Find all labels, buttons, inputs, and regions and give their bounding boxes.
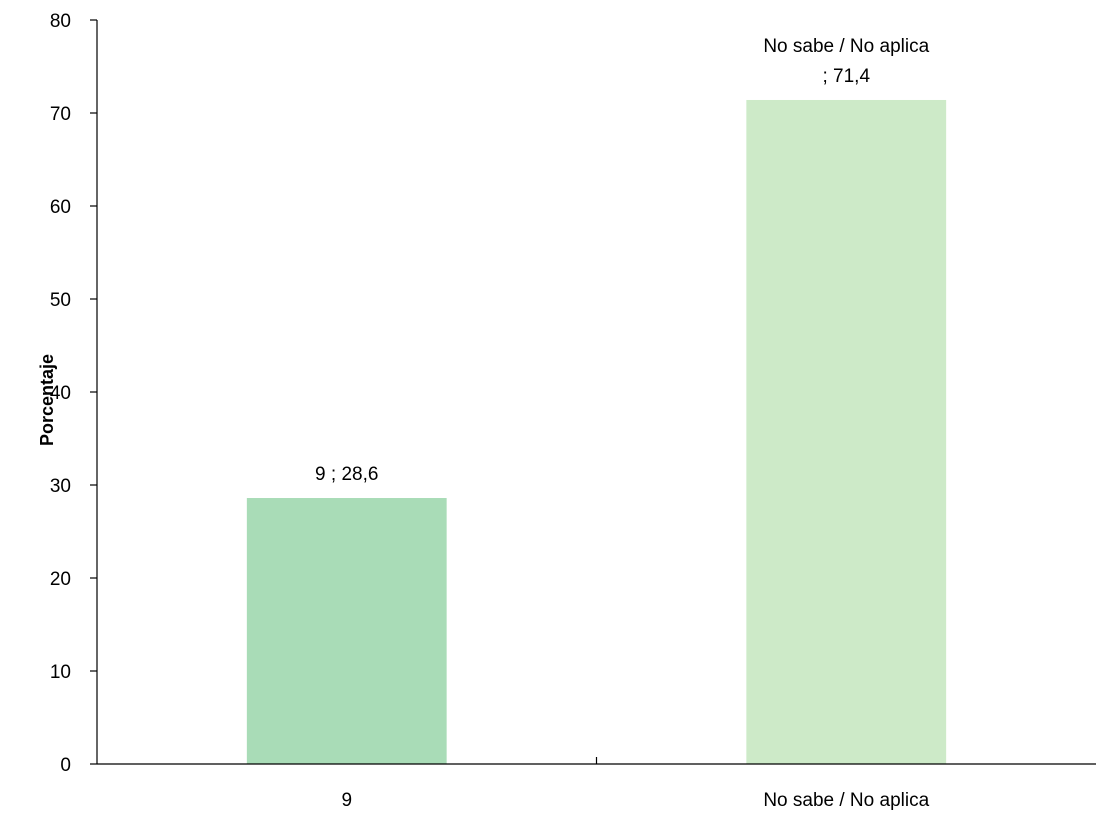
y-tick-label: 40 — [50, 383, 71, 404]
x-category-label: 9 — [341, 790, 352, 811]
y-tick-label: 60 — [50, 197, 71, 218]
bar — [246, 498, 447, 764]
bar — [746, 99, 947, 765]
bar-data-label: 9 ; 28,6 — [315, 464, 378, 485]
bar-data-label: ; 71,4 — [822, 66, 870, 87]
y-tick-label: 70 — [50, 104, 71, 125]
y-tick-label: 80 — [50, 11, 71, 32]
y-tick-label: 20 — [50, 569, 71, 590]
y-tick-label: 30 — [50, 476, 71, 497]
y-tick-label: 10 — [50, 662, 71, 683]
y-axis-ticks: 0 10 20 30 40 50 60 70 80 — [50, 11, 97, 776]
y-tick-label: 50 — [50, 290, 71, 311]
y-axis-title: Porcentaje — [37, 354, 57, 446]
bar-data-label: No sabe / No aplica — [763, 36, 929, 57]
x-category-label: No sabe / No aplica — [763, 790, 929, 811]
bars — [246, 99, 947, 765]
data-labels: 9 ; 28,6 No sabe / No aplica ; 71,4 — [315, 36, 930, 485]
y-tick-label: 0 — [60, 755, 71, 776]
x-axis-ticks: 9 No sabe / No aplica — [341, 757, 930, 811]
